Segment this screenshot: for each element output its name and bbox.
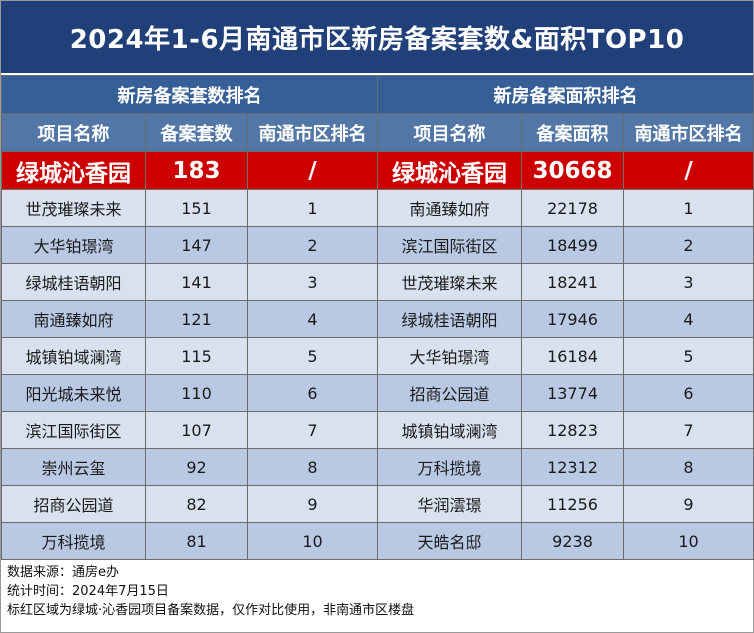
section-header-row: 新房备案套数排名 新房备案面积排名 (0, 75, 754, 114)
ranking-table: 新房备案套数排名 新房备案面积排名 项目名称 备案套数 南通市区排名 项目名称 … (0, 75, 754, 560)
column-header: 项目名称 (1, 113, 146, 152)
table-cell: 107 (145, 411, 248, 449)
table-row: 南通臻如府 121 4 绿城桂语朝阳 17946 4 (1, 300, 754, 338)
column-header: 南通市区排名 (623, 113, 754, 152)
table-cell: 17946 (521, 300, 625, 338)
table-cell: 18241 (521, 263, 625, 301)
highlight-cell: / (623, 151, 754, 190)
footer-notes: 数据来源：通房e办 统计时间：2024年7月15日 标红区域为绿城·沁香园项目备… (1, 560, 753, 623)
table-cell: 9238 (521, 522, 625, 560)
highlight-cell: 绿城沁香园 (377, 151, 523, 190)
table-cell: 92 (145, 448, 248, 486)
page-title: 2024年1-6月南通市区新房备案套数&面积TOP10 (1, 1, 753, 75)
table-cell: 招商公园道 (377, 374, 523, 412)
table-cell: 2 (246, 226, 379, 264)
table-cell: 万科揽境 (1, 522, 146, 560)
table-cell: 7 (623, 411, 754, 449)
highlight-cell: 183 (145, 151, 248, 190)
table-cell: 151 (145, 189, 248, 227)
table-cell: 1 (246, 189, 379, 227)
table-cell: 8 (246, 448, 379, 486)
section-title-area: 新房备案面积排名 (377, 75, 754, 114)
table-row: 滨江国际街区 107 7 城镇铂域澜湾 12823 7 (1, 411, 754, 449)
table-cell: 大华铂璟湾 (1, 226, 146, 264)
data-source: 数据来源：通房e办 (7, 565, 119, 580)
table-cell: 81 (145, 522, 248, 560)
table-cell: 8 (623, 448, 754, 486)
table-cell: 世茂璀璨未来 (1, 189, 146, 227)
highlight-row: 绿城沁香园 183 / 绿城沁香园 30668 / (1, 151, 754, 190)
table-row: 阳光城未来悦 110 6 招商公园道 13774 6 (1, 374, 754, 412)
table-cell: 4 (246, 300, 379, 338)
column-header-row: 项目名称 备案套数 南通市区排名 项目名称 备案面积 南通市区排名 (1, 113, 754, 152)
stat-date: 统计时间：2024年7月15日 (7, 584, 169, 599)
highlight-cell: / (246, 151, 379, 190)
table-row: 大华铂璟湾 147 2 滨江国际街区 18499 2 (1, 226, 754, 264)
table-cell: 18499 (521, 226, 625, 264)
table-row: 世茂璀璨未来 151 1 南通臻如府 22178 1 (1, 189, 754, 227)
table-row: 崇州云玺 92 8 万科揽境 12312 8 (1, 448, 754, 486)
section-title-units: 新房备案套数排名 (0, 75, 379, 114)
highlight-cell: 绿城沁香园 (1, 151, 146, 190)
table-cell: 10 (623, 522, 754, 560)
table-row: 万科揽境 81 10 天皓名邸 9238 10 (1, 522, 754, 560)
table-cell: 22178 (521, 189, 625, 227)
table-cell: 南通臻如府 (1, 300, 146, 338)
table-cell: 城镇铂域澜湾 (377, 411, 523, 449)
column-header: 项目名称 (377, 113, 523, 152)
table-cell: 11256 (521, 485, 625, 523)
column-header: 备案套数 (145, 113, 248, 152)
table-cell: 城镇铂域澜湾 (1, 337, 146, 375)
table-cell: 110 (145, 374, 248, 412)
table-cell: 崇州云玺 (1, 448, 146, 486)
table-cell: 9 (623, 485, 754, 523)
table-cell: 9 (246, 485, 379, 523)
table-cell: 万科揽境 (377, 448, 523, 486)
table-cell: 121 (145, 300, 248, 338)
highlight-cell: 30668 (521, 151, 625, 190)
table-cell: 华润澐璟 (377, 485, 523, 523)
column-header: 南通市区排名 (246, 113, 379, 152)
table-row: 城镇铂域澜湾 115 5 大华铂璟湾 16184 5 (1, 337, 754, 375)
table-cell: 7 (246, 411, 379, 449)
table-cell: 82 (145, 485, 248, 523)
table-row: 招商公园道 82 9 华润澐璟 11256 9 (1, 485, 754, 523)
column-header: 备案面积 (521, 113, 625, 152)
table-cell: 绿城桂语朝阳 (1, 263, 146, 301)
highlight-note: 标红区域为绿城·沁香园项目备案数据，仅作对比使用，非南通市区楼盘 (7, 603, 415, 618)
table-cell: 6 (623, 374, 754, 412)
table-cell: 147 (145, 226, 248, 264)
table-cell: 绿城桂语朝阳 (377, 300, 523, 338)
table-cell: 16184 (521, 337, 625, 375)
table-cell: 10 (246, 522, 379, 560)
table-cell: 世茂璀璨未来 (377, 263, 523, 301)
table-cell: 1 (623, 189, 754, 227)
table-cell: 滨江国际街区 (1, 411, 146, 449)
table-cell: 12312 (521, 448, 625, 486)
table-row: 绿城桂语朝阳 141 3 世茂璀璨未来 18241 3 (1, 263, 754, 301)
table-cell: 6 (246, 374, 379, 412)
table-cell: 13774 (521, 374, 625, 412)
table-cell: 大华铂璟湾 (377, 337, 523, 375)
table-cell: 南通臻如府 (377, 189, 523, 227)
table-cell: 4 (623, 300, 754, 338)
table-cell: 2 (623, 226, 754, 264)
table-cell: 141 (145, 263, 248, 301)
table-cell: 招商公园道 (1, 485, 146, 523)
table-cell: 3 (623, 263, 754, 301)
table-cell: 115 (145, 337, 248, 375)
table-cell: 5 (623, 337, 754, 375)
table-cell: 3 (246, 263, 379, 301)
table-cell: 12823 (521, 411, 625, 449)
table-cell: 天皓名邸 (377, 522, 523, 560)
table-cell: 阳光城未来悦 (1, 374, 146, 412)
table-cell: 滨江国际街区 (377, 226, 523, 264)
table-cell: 5 (246, 337, 379, 375)
